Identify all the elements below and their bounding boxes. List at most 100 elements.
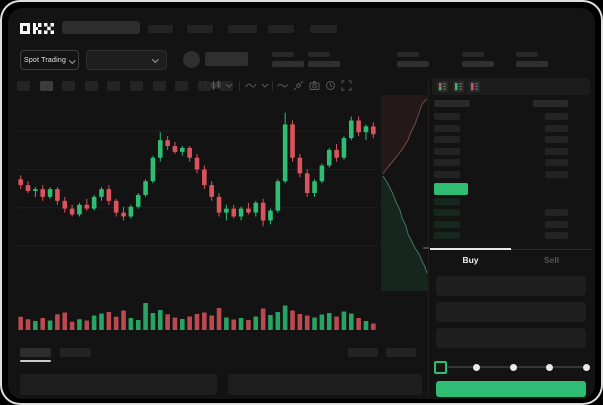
stat-label: [308, 52, 330, 57]
slider-handle[interactable]: [433, 360, 447, 374]
book-bids-icon[interactable]: [453, 81, 464, 92]
stat-value: [272, 61, 304, 67]
nav-item[interactable]: [148, 25, 173, 33]
slider-stop[interactable]: [546, 363, 553, 371]
ask-price: [434, 159, 460, 166]
bottom-active-tab-underline: [20, 360, 51, 362]
stat-item: [462, 50, 496, 70]
orderbook-mode-buttons: [437, 81, 497, 92]
timeframe-buttons: [0, 81, 240, 91]
coin-avatar: [183, 51, 200, 68]
bid-price: [434, 232, 460, 239]
timeframe-button[interactable]: [62, 81, 76, 91]
book-asks-icon[interactable]: [469, 81, 480, 92]
draw-icon[interactable]: [293, 80, 304, 91]
last-price-badge[interactable]: [434, 183, 468, 195]
camera-icon[interactable]: [309, 80, 320, 91]
stat-value: [462, 61, 494, 67]
chart-type-button[interactable]: [211, 80, 233, 91]
ask-price: [434, 113, 460, 120]
stat-label: [272, 52, 294, 57]
tabbar-divider: [430, 249, 592, 250]
pair-selector-dropdown[interactable]: [86, 50, 167, 70]
nav-item[interactable]: [310, 25, 337, 33]
ask-price: [434, 124, 460, 132]
timeframe-button[interactable]: [84, 81, 98, 91]
sell-tab[interactable]: Sell: [543, 255, 560, 265]
candlestick-chart[interactable]: [17, 95, 377, 291]
bid-amount: [545, 220, 568, 228]
market-type-label: Spot Trading: [23, 56, 67, 64]
order-history-panel[interactable]: [228, 374, 422, 395]
ask-amount: [545, 147, 568, 155]
active-tab-indicator: [430, 248, 511, 250]
slider-stop[interactable]: [582, 363, 590, 371]
ask-price: [434, 147, 460, 155]
last-price-placeholder: [205, 52, 248, 66]
bid-amount: [545, 209, 568, 216]
ask-price: [434, 136, 460, 143]
timeframe-button[interactable]: [39, 81, 53, 91]
nav-item[interactable]: [187, 25, 213, 33]
depth-chart[interactable]: [381, 95, 428, 291]
fullscreen-icon[interactable]: [341, 80, 352, 91]
stat-value: [516, 61, 548, 67]
toolbar-divider: [205, 81, 206, 91]
bottom-action[interactable]: [348, 348, 378, 357]
refresh-icon[interactable]: [325, 80, 336, 91]
orderbook-col-header-amount: [533, 100, 568, 107]
ask-amount: [545, 113, 568, 120]
order-field[interactable]: [436, 276, 586, 296]
bottom-tab[interactable]: [20, 348, 51, 357]
open-orders-panel[interactable]: [20, 374, 217, 395]
timeframe-button[interactable]: [107, 81, 121, 91]
ask-amount: [545, 159, 568, 166]
book-combined-icon[interactable]: [437, 81, 448, 92]
stat-value: [308, 61, 340, 67]
submit-buy-button[interactable]: [436, 381, 586, 397]
stat-item: [308, 50, 342, 70]
toolbar-divider: [239, 81, 240, 91]
stat-item: [272, 50, 306, 70]
bid-amount: [545, 232, 568, 239]
stat-item: [516, 50, 550, 70]
depth-mid-tick: [423, 247, 429, 249]
order-field[interactable]: [436, 302, 586, 322]
buy-tab[interactable]: Buy: [462, 255, 479, 265]
bottom-tab[interactable]: [60, 348, 91, 357]
ask-amount: [545, 124, 568, 132]
timeframe-button[interactable]: [175, 81, 189, 91]
volume-chart: [17, 302, 377, 330]
bid-price: [434, 197, 460, 205]
bid-price: [434, 220, 460, 228]
timeframe-button[interactable]: [197, 81, 211, 91]
panel-divider: [428, 78, 429, 397]
nav-item[interactable]: [268, 25, 294, 33]
search-input[interactable]: [62, 21, 140, 34]
bottom-action[interactable]: [386, 348, 416, 357]
market-type-dropdown[interactable]: Spot Trading: [20, 50, 79, 70]
nav-item[interactable]: [228, 25, 257, 33]
ticker-stats-row: [0, 50, 603, 70]
ask-amount: [545, 170, 568, 178]
okx-logo[interactable]: [20, 21, 54, 36]
slider-stop[interactable]: [509, 363, 517, 371]
ask-price: [434, 170, 460, 178]
stat-label: [397, 52, 419, 57]
order-field[interactable]: [436, 328, 586, 348]
slider-stop[interactable]: [473, 363, 480, 371]
ask-amount: [545, 136, 568, 143]
stat-value: [397, 61, 429, 67]
indicator-button[interactable]: [245, 80, 269, 91]
wave-icon[interactable]: [277, 80, 288, 91]
timeframe-button[interactable]: [17, 81, 30, 91]
timeframe-button[interactable]: [220, 81, 234, 91]
top-nav-items: [0, 25, 603, 33]
bid-price: [434, 209, 460, 216]
timeframe-button[interactable]: [130, 81, 143, 91]
orderbook-col-header-price: [434, 100, 470, 107]
timeframe-button[interactable]: [152, 81, 166, 91]
stat-label: [462, 52, 484, 57]
